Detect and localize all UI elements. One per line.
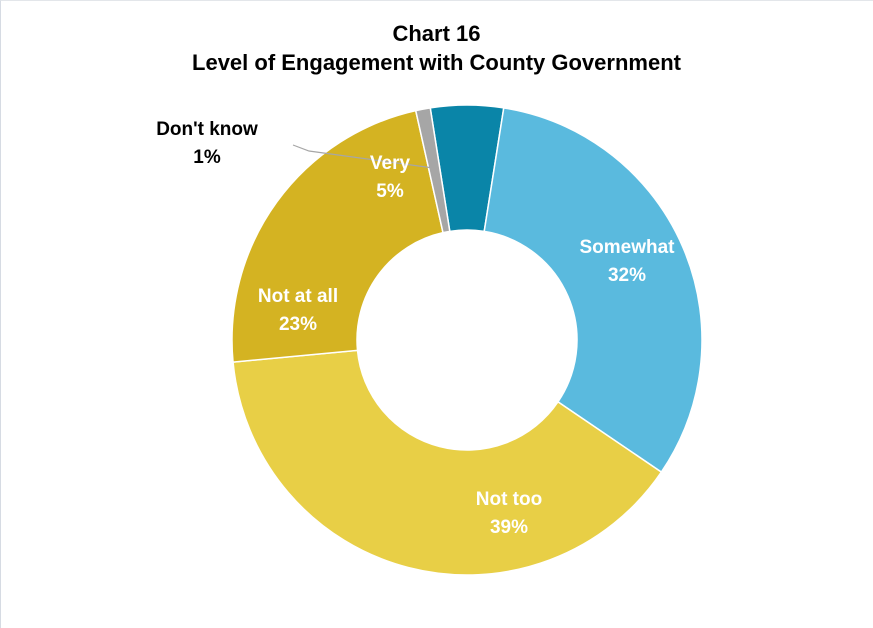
data-value-somewhat: 32% — [608, 265, 646, 286]
data-value-very: 5% — [376, 181, 404, 202]
data-value-not-at-all: 23% — [279, 314, 317, 335]
data-label-very: Very — [370, 153, 411, 174]
data-label-somewhat: Somewhat — [579, 237, 675, 258]
data-label-don-t-know: Don't know — [156, 119, 258, 140]
chart-title-number: Chart 16 — [392, 21, 481, 46]
slice-not-at-all — [231, 109, 444, 363]
slice-not-too — [232, 349, 663, 576]
data-value-not-too: 39% — [490, 517, 528, 538]
slice-don-t-know — [414, 107, 451, 234]
chart-subtitle: Level of Engagement with County Governme… — [192, 50, 681, 75]
data-label-not-at-all: Not at all — [258, 286, 338, 307]
data-label-not-too: Not too — [476, 489, 542, 510]
slice-somewhat — [483, 107, 703, 474]
data-value-don-t-know: 1% — [193, 147, 221, 168]
leader-line-dont-know — [292, 144, 435, 169]
